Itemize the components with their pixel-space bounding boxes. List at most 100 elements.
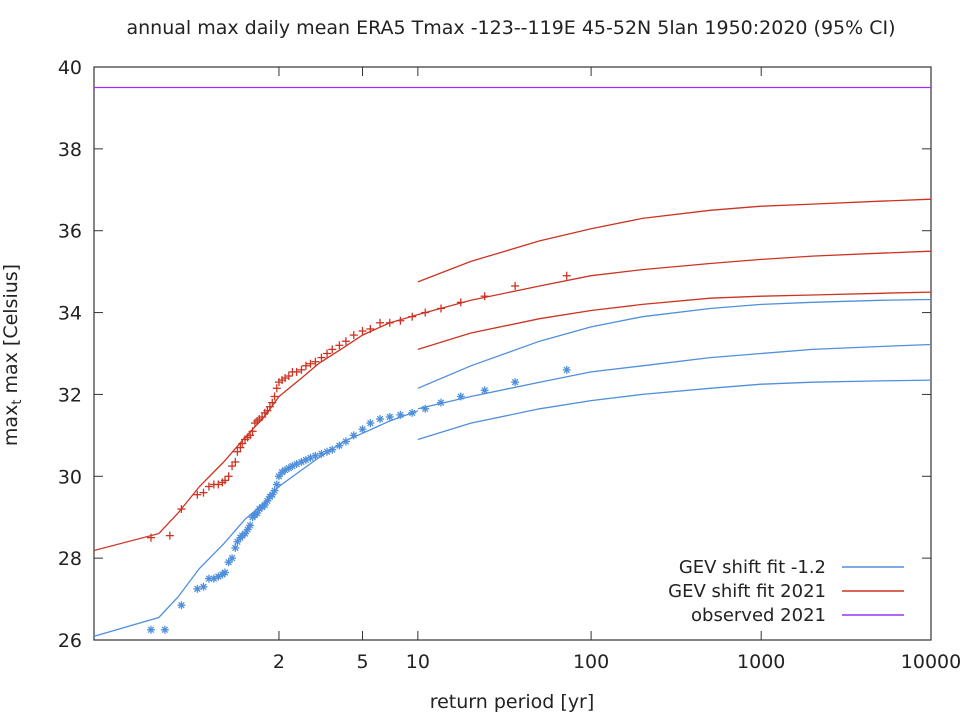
x-tick-label: 10 <box>406 651 430 673</box>
marker-stroke <box>147 626 155 634</box>
marker-stroke <box>244 526 251 533</box>
y-axis-label-subscript: t <box>10 400 25 405</box>
marker-stroke <box>261 501 269 509</box>
plus-marker <box>193 490 202 499</box>
star-marker <box>246 521 255 530</box>
star-marker <box>328 445 337 454</box>
x-axis-label: return period [yr] <box>430 691 595 713</box>
marker-stroke <box>386 413 394 421</box>
marker-stroke <box>367 419 374 427</box>
plus-marker <box>323 349 332 358</box>
star-marker <box>274 472 283 481</box>
plus-marker <box>311 357 320 366</box>
marker-stroke <box>241 530 249 537</box>
plus-marker <box>248 427 257 436</box>
marker-stroke <box>246 522 254 529</box>
plus-marker <box>214 480 223 489</box>
x-tick-label: 1000 <box>737 651 785 673</box>
plus-marker <box>238 439 247 448</box>
star-marker <box>358 425 367 434</box>
x-tick-label: 100 <box>573 651 609 673</box>
star-marker <box>288 462 297 471</box>
marker-stroke <box>205 575 213 582</box>
star-marker <box>396 410 405 419</box>
legend-label: observed 2021 <box>691 605 826 626</box>
x-tick-label: 10000 <box>901 651 961 673</box>
marker-stroke <box>273 481 281 488</box>
marker-stroke <box>194 585 201 593</box>
plus-marker <box>292 367 301 376</box>
plus-marker <box>258 412 267 421</box>
star-marker <box>480 386 489 395</box>
y-axis-label-rest: max [Celsius] <box>0 264 22 400</box>
marker-stroke <box>397 411 404 419</box>
star-marker <box>335 441 344 450</box>
series-layer <box>94 86 931 637</box>
star-marker <box>220 568 229 577</box>
plus-marker <box>376 318 385 327</box>
plus-marker <box>146 533 155 542</box>
y-tick-label: 30 <box>58 466 82 488</box>
plus-marker <box>385 318 394 327</box>
marker-stroke <box>228 554 236 562</box>
marker-stroke <box>271 487 278 494</box>
marker-stroke <box>342 438 350 445</box>
plus-marker <box>421 308 430 317</box>
marker-stroke <box>161 626 169 634</box>
y-tick-label: 34 <box>58 303 82 325</box>
plus-marker <box>231 457 240 466</box>
plus-marker <box>204 482 213 491</box>
plus-marker <box>165 531 174 540</box>
star-marker <box>421 404 430 413</box>
star-marker <box>349 431 358 440</box>
star-marker <box>437 398 446 407</box>
series-line-7 <box>417 291 931 351</box>
plus-marker <box>220 476 229 485</box>
plus-marker <box>366 324 375 333</box>
marker-stroke <box>221 569 229 576</box>
marker-stroke <box>350 432 358 439</box>
legend: GEV shift fit -1.2 GEV shift fit 2021 obse… <box>668 557 904 626</box>
marker-stroke <box>336 442 343 449</box>
marker-stroke <box>511 378 519 386</box>
plus-marker <box>268 398 277 407</box>
star-marker <box>231 543 240 552</box>
star-marker <box>408 408 417 417</box>
y-axis: 26 28 30 32 34 36 38 40 <box>58 57 931 652</box>
y-tick-label: 32 <box>58 384 82 406</box>
marker-stroke <box>481 387 488 394</box>
star-marker <box>243 525 252 534</box>
plus-marker <box>341 337 350 346</box>
star-marker <box>204 574 213 583</box>
star-marker <box>311 451 320 460</box>
series-line-1 <box>417 298 931 389</box>
star-marker <box>199 582 208 591</box>
plus-marker <box>236 443 245 452</box>
star-marker <box>253 509 262 518</box>
marker-stroke <box>234 538 241 546</box>
plus-marker <box>562 271 571 280</box>
series-line-2 <box>417 343 931 410</box>
star-marker <box>341 437 350 446</box>
plus-marker <box>284 372 293 381</box>
marker-stroke <box>563 366 570 374</box>
plus-marker <box>437 304 446 313</box>
plus-marker <box>396 316 405 325</box>
plus-marker <box>317 353 326 362</box>
series-line-6 <box>417 250 931 316</box>
marker-stroke <box>421 405 429 413</box>
marker-stroke <box>437 399 445 406</box>
plus-marker <box>199 488 208 497</box>
star-marker <box>272 480 281 489</box>
y-axis-label: maxt max [Celsius] <box>0 264 25 446</box>
plus-marker <box>408 312 417 321</box>
star-marker <box>376 414 385 423</box>
star-marker <box>511 378 520 387</box>
marker-stroke <box>178 601 185 609</box>
plus-marker <box>265 402 274 411</box>
star-marker <box>270 486 279 495</box>
marker-stroke <box>376 415 384 423</box>
marker-stroke <box>200 583 207 591</box>
plus-marker <box>328 345 337 354</box>
